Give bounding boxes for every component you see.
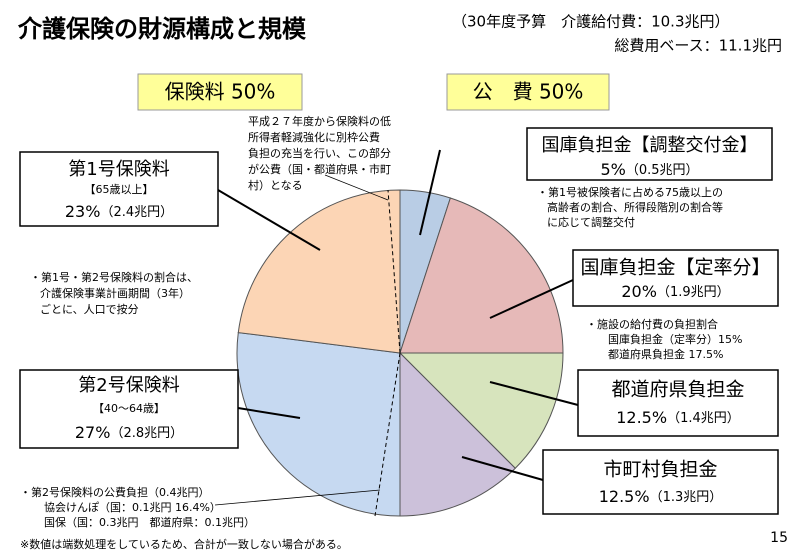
amount: （1.4兆円）: [667, 411, 740, 426]
value-label: 12.5%: [616, 408, 667, 427]
amount: （2.4兆円）: [100, 205, 173, 220]
pie: [236, 189, 564, 517]
note-line: 高齢者の割合、所得段階別の割合等: [547, 200, 723, 214]
group-box: [446, 73, 610, 111]
group-box: [137, 73, 303, 111]
pie-slice: [399, 197, 564, 354]
note-line: 所得者軽減強化に別枠公費: [248, 130, 380, 144]
note-line: 国保（国：0.3兆円 都道府県：0.1兆円）: [44, 515, 255, 529]
slice-name: 第2号保険料: [78, 375, 179, 396]
slice-value: 23%（2.4兆円）: [65, 202, 173, 221]
slice-name: 市町村負担金: [603, 459, 717, 481]
amount: （2.8兆円）: [110, 426, 183, 441]
slice-value: 5%（0.5兆円）: [600, 160, 698, 179]
budget-note: 総費用ベース：11.1兆円: [614, 37, 782, 55]
footnote: ※数値は端数処理をしているため、合計が一致しない場合がある。: [20, 537, 348, 551]
slice-value: 12.5%（1.4兆円）: [616, 408, 740, 427]
dashed-line: [387, 189, 401, 354]
slice-sublabel: 【40～64歳】: [93, 402, 165, 415]
leader-line: [419, 149, 441, 236]
note-line: ・施設の給付費の負担割合: [586, 317, 718, 331]
leader-line: [489, 381, 579, 406]
amount: （0.5兆円）: [626, 163, 699, 178]
group-label: 公 費 50%: [473, 80, 584, 104]
slice-value: 12.5%（1.3兆円）: [599, 487, 723, 506]
note-line: ・第1号・第2号保険料の割合は、: [30, 270, 198, 284]
pie-slice: [398, 352, 564, 469]
pie-slice: [237, 189, 401, 354]
pie-slice: [236, 332, 401, 517]
value-label: 20%: [621, 282, 657, 301]
slice-sublabel: 【65歳以上】: [85, 183, 154, 196]
pie-slice: [399, 351, 516, 517]
label-box: [542, 449, 779, 515]
label-box: [19, 369, 239, 449]
amount: （1.9兆円）: [657, 285, 730, 300]
note-line: 介護保険事業計画期間（3年）: [40, 286, 190, 300]
slice-value: 27%（2.8兆円）: [75, 423, 183, 442]
note-line: ごとに、人口で按分: [40, 302, 139, 316]
leader-line: [214, 489, 381, 506]
leader-line: [237, 407, 301, 419]
note-line: 国庫負担金（定率分）15%: [608, 332, 742, 346]
note-line: 協会けんぽ（国：0.1兆円 16.4%）: [44, 501, 221, 514]
note-line: ・第1号被保険者に占める75歳以上の: [537, 185, 723, 199]
label-box: [572, 249, 779, 307]
note-line: に応じて調整交付: [547, 215, 635, 229]
note-line: 都道府県負担金 17.5%: [608, 347, 723, 361]
title: 介護保険の財源構成と規模: [17, 15, 307, 43]
value-label: 23%: [65, 202, 101, 221]
label-box: [526, 127, 773, 181]
label-box: [577, 369, 779, 437]
note-line: 負担の充当を行い、この部分: [248, 146, 391, 160]
note-line: 平成２７年度から保険料の低: [248, 114, 391, 128]
note-line: 村）となる: [248, 178, 303, 192]
amount: （1.3兆円）: [650, 490, 723, 505]
value-label: 5%: [600, 160, 625, 179]
page-number: 15: [770, 530, 788, 546]
leader-line: [489, 279, 574, 319]
leader-line: [461, 456, 544, 481]
label-box: [19, 151, 219, 227]
value-label: 12.5%: [599, 487, 650, 506]
budget-note: （30年度予算 介護給付費：10.3兆円）: [452, 13, 730, 31]
note-line: ・第2号保険料の公費負担（0.4兆円）: [20, 485, 210, 499]
note-line: が公費（国・都道府県・市町: [248, 162, 391, 176]
slice-name: 国庫負担金【調整交付金】: [542, 135, 758, 156]
leader-line: [324, 174, 389, 201]
value-label: 27%: [75, 423, 111, 442]
slice-name: 国庫負担金【定率分】: [580, 257, 770, 279]
group-label: 保険料 50%: [165, 80, 276, 104]
slice-value: 20%（1.9兆円）: [621, 282, 729, 301]
leader-line: [217, 189, 321, 251]
slice-name: 都道府県負担金: [611, 379, 744, 401]
slice-name: 第1号保険料: [68, 159, 169, 180]
